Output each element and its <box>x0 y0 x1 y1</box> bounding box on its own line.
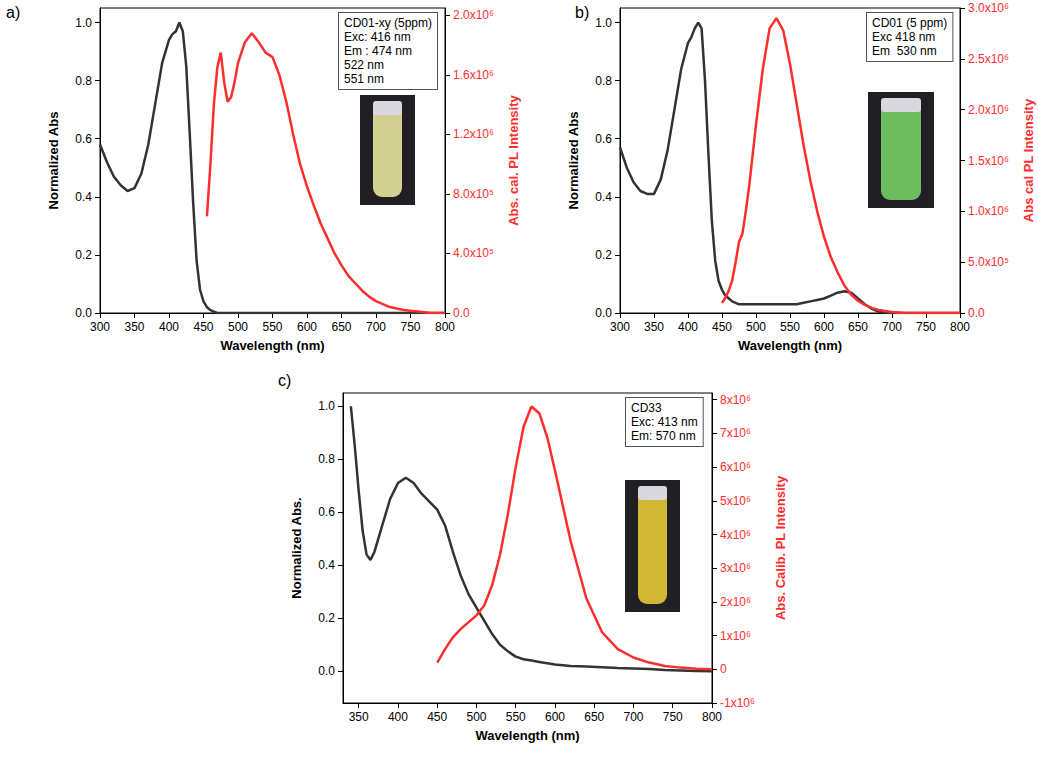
svg-text:650: 650 <box>848 320 868 334</box>
svg-text:6x10⁶: 6x10⁶ <box>720 460 751 474</box>
svg-text:CD33: CD33 <box>631 401 662 415</box>
svg-text:400: 400 <box>388 710 408 724</box>
svg-text:450: 450 <box>427 710 447 724</box>
svg-text:300: 300 <box>610 320 630 334</box>
svg-text:0.6: 0.6 <box>595 132 612 146</box>
svg-text:-1x10⁶: -1x10⁶ <box>720 696 755 710</box>
svg-text:450: 450 <box>712 320 732 334</box>
svg-text:3.0x10⁶: 3.0x10⁶ <box>968 1 1009 15</box>
svg-text:Wavelength (nm): Wavelength (nm) <box>220 338 324 353</box>
svg-text:1.5x10⁶: 1.5x10⁶ <box>968 154 1009 168</box>
svg-text:1.0: 1.0 <box>595 16 612 30</box>
svg-text:Wavelength (nm): Wavelength (nm) <box>738 338 842 353</box>
svg-text:0.0: 0.0 <box>595 306 612 320</box>
svg-text:551 nm: 551 nm <box>344 72 384 86</box>
svg-text:5x10⁶: 5x10⁶ <box>720 494 751 508</box>
svg-text:2.0x10⁶: 2.0x10⁶ <box>968 103 1009 117</box>
svg-text:0.8: 0.8 <box>318 452 335 466</box>
svg-text:7x10⁶: 7x10⁶ <box>720 426 751 440</box>
svg-text:522 nm: 522 nm <box>344 58 384 72</box>
svg-text:0.4: 0.4 <box>75 190 92 204</box>
svg-text:Wavelength (nm): Wavelength (nm) <box>475 728 579 743</box>
svg-text:0.6: 0.6 <box>75 132 92 146</box>
svg-text:Em 530 nm: Em 530 nm <box>872 44 937 58</box>
svg-text:2.0x10⁶: 2.0x10⁶ <box>453 8 494 22</box>
svg-text:1.2x10⁶: 1.2x10⁶ <box>453 127 494 141</box>
svg-text:550: 550 <box>262 320 282 334</box>
svg-text:1.6x10⁶: 1.6x10⁶ <box>453 68 494 82</box>
svg-text:550: 550 <box>506 710 526 724</box>
svg-text:400: 400 <box>159 320 179 334</box>
svg-text:600: 600 <box>545 710 565 724</box>
svg-text:5.0x10⁵: 5.0x10⁵ <box>968 255 1009 269</box>
svg-text:Normalized Abs.: Normalized Abs. <box>289 497 304 598</box>
svg-text:700: 700 <box>366 320 386 334</box>
svg-text:500: 500 <box>228 320 248 334</box>
svg-text:1x10⁶: 1x10⁶ <box>720 629 751 643</box>
svg-text:600: 600 <box>814 320 834 334</box>
svg-text:Exc 418 nm: Exc 418 nm <box>872 30 935 44</box>
svg-text:800: 800 <box>435 320 455 334</box>
svg-text:0.8: 0.8 <box>75 74 92 88</box>
svg-text:4x10⁶: 4x10⁶ <box>720 528 751 542</box>
svg-text:0.0: 0.0 <box>75 306 92 320</box>
svg-text:0.4: 0.4 <box>318 558 335 572</box>
svg-text:0.0: 0.0 <box>453 306 470 320</box>
svg-text:4.0x10⁵: 4.0x10⁵ <box>453 246 494 260</box>
svg-text:3x10⁶: 3x10⁶ <box>720 561 751 575</box>
svg-text:700: 700 <box>623 710 643 724</box>
svg-text:8.0x10⁵: 8.0x10⁵ <box>453 187 494 201</box>
svg-text:350: 350 <box>644 320 664 334</box>
svg-text:b): b) <box>575 4 589 21</box>
svg-text:300: 300 <box>90 320 110 334</box>
svg-text:400: 400 <box>678 320 698 334</box>
svg-text:0.4: 0.4 <box>595 190 612 204</box>
svg-text:Exc: 416 nm: Exc: 416 nm <box>344 30 411 44</box>
svg-text:Normalized Abs: Normalized Abs <box>566 112 581 210</box>
svg-text:1.0: 1.0 <box>318 399 335 413</box>
svg-text:Abs. Calib. PL Intensity: Abs. Calib. PL Intensity <box>773 475 788 620</box>
svg-text:650: 650 <box>331 320 351 334</box>
svg-text:750: 750 <box>916 320 936 334</box>
svg-text:Exc: 413 nm: Exc: 413 nm <box>631 415 698 429</box>
svg-text:0.2: 0.2 <box>318 611 335 625</box>
svg-text:600: 600 <box>297 320 317 334</box>
svg-text:750: 750 <box>663 710 683 724</box>
svg-text:800: 800 <box>950 320 970 334</box>
svg-text:650: 650 <box>584 710 604 724</box>
svg-text:550: 550 <box>780 320 800 334</box>
svg-text:0: 0 <box>720 662 727 676</box>
svg-text:750: 750 <box>400 320 420 334</box>
svg-text:2.5x10⁶: 2.5x10⁶ <box>968 52 1009 66</box>
svg-text:c): c) <box>278 372 291 389</box>
svg-text:Normalized Abs: Normalized Abs <box>46 112 61 210</box>
svg-text:450: 450 <box>193 320 213 334</box>
svg-text:1.0x10⁶: 1.0x10⁶ <box>968 204 1009 218</box>
svg-text:0.0: 0.0 <box>968 306 985 320</box>
svg-text:Em: 570 nm: Em: 570 nm <box>631 429 696 443</box>
svg-text:Abs cal PL Intensity: Abs cal PL Intensity <box>1021 98 1036 222</box>
svg-text:8x10⁶: 8x10⁶ <box>720 393 751 407</box>
svg-text:0.0: 0.0 <box>318 664 335 678</box>
svg-text:800: 800 <box>702 710 722 724</box>
svg-text:Em : 474 nm: Em : 474 nm <box>344 44 412 58</box>
svg-text:0.6: 0.6 <box>318 505 335 519</box>
svg-text:350: 350 <box>124 320 144 334</box>
svg-text:1.0: 1.0 <box>75 16 92 30</box>
svg-text:700: 700 <box>882 320 902 334</box>
svg-text:CD01-xy (5ppm): CD01-xy (5ppm) <box>344 16 432 30</box>
svg-text:a): a) <box>6 4 20 21</box>
svg-text:0.8: 0.8 <box>595 74 612 88</box>
svg-text:350: 350 <box>349 710 369 724</box>
svg-text:2x10⁶: 2x10⁶ <box>720 595 751 609</box>
svg-text:500: 500 <box>466 710 486 724</box>
svg-text:0.2: 0.2 <box>595 248 612 262</box>
svg-text:Abs. cal. PL Intensity: Abs. cal. PL Intensity <box>506 94 521 225</box>
svg-text:0.2: 0.2 <box>75 248 92 262</box>
svg-text:CD01 (5 ppm): CD01 (5 ppm) <box>872 16 947 30</box>
svg-text:500: 500 <box>746 320 766 334</box>
